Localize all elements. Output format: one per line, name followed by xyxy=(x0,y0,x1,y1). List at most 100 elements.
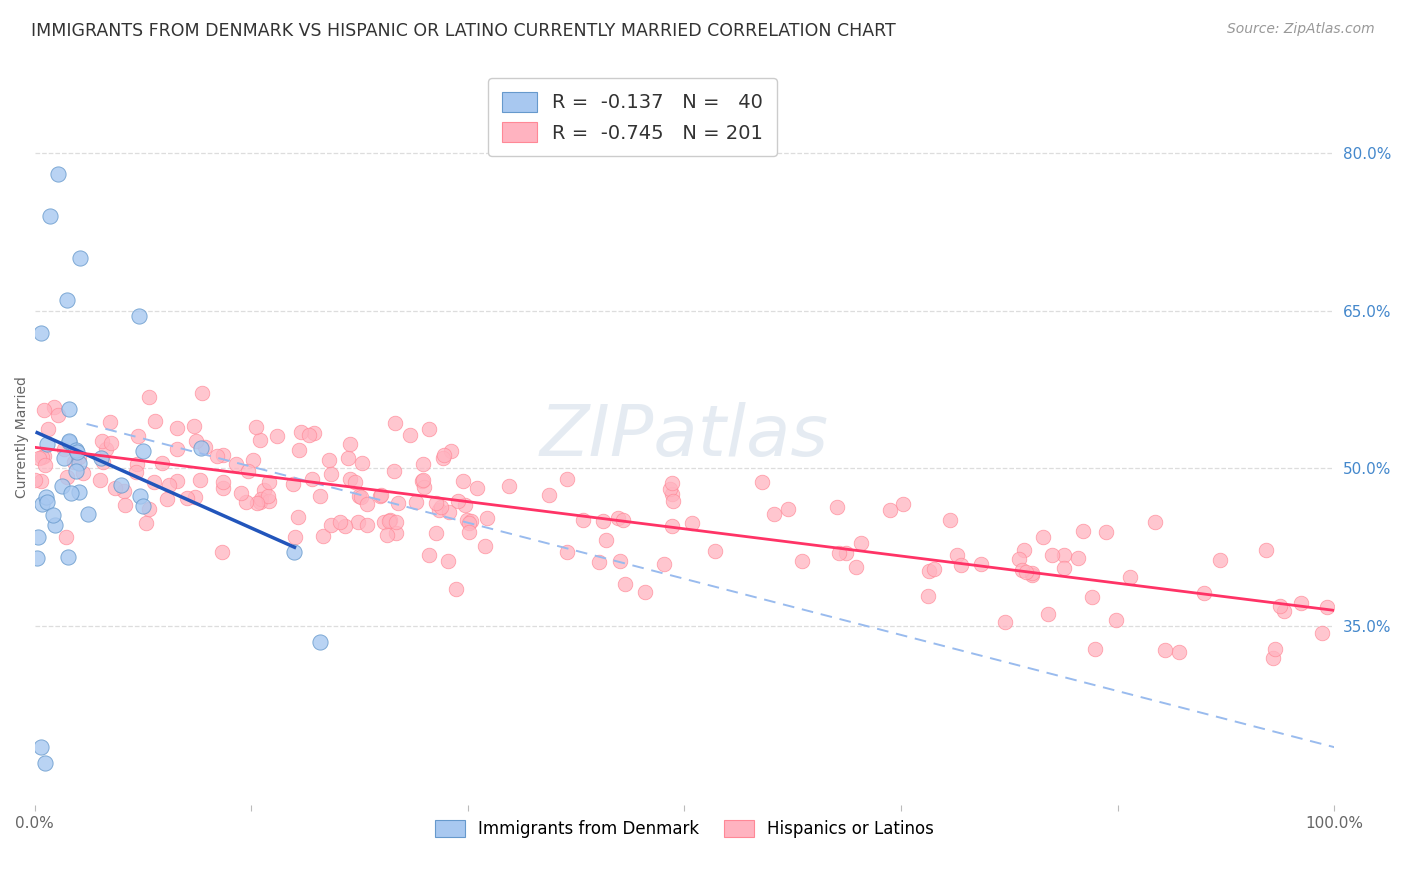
Point xyxy=(193,440,215,454)
Point xyxy=(592,514,614,528)
Point xyxy=(62,455,84,469)
Point xyxy=(66,444,89,458)
Point xyxy=(58,435,80,450)
Point xyxy=(176,491,198,505)
Point xyxy=(205,449,228,463)
Point xyxy=(25,550,48,565)
Point xyxy=(34,756,56,770)
Point xyxy=(65,464,87,478)
Point xyxy=(634,585,657,599)
Point xyxy=(1272,604,1295,618)
Point xyxy=(30,740,52,755)
Point xyxy=(572,513,595,527)
Point xyxy=(430,500,453,514)
Point xyxy=(37,495,59,509)
Point xyxy=(437,505,460,519)
Point xyxy=(114,498,136,512)
Point xyxy=(89,473,111,487)
Point xyxy=(32,403,55,417)
Point xyxy=(356,497,378,511)
Point xyxy=(135,516,157,531)
Point xyxy=(28,450,51,465)
Point xyxy=(384,416,406,430)
Point xyxy=(918,565,941,579)
Point xyxy=(1067,550,1090,565)
Point xyxy=(229,485,252,500)
Point xyxy=(917,590,939,604)
Point xyxy=(879,503,901,517)
Point xyxy=(778,501,800,516)
Point xyxy=(104,481,127,495)
Point xyxy=(225,457,247,471)
Point xyxy=(98,415,121,429)
Point xyxy=(249,494,271,508)
Point xyxy=(1073,524,1095,538)
Point xyxy=(661,487,683,501)
Point xyxy=(39,209,62,223)
Point xyxy=(65,442,87,457)
Point xyxy=(212,448,235,462)
Point xyxy=(52,442,75,456)
Point xyxy=(112,484,135,499)
Point xyxy=(67,450,90,465)
Point xyxy=(143,414,166,428)
Point xyxy=(661,519,683,533)
Point xyxy=(654,557,676,571)
Point xyxy=(257,475,280,489)
Point xyxy=(31,497,53,511)
Point xyxy=(1254,542,1277,557)
Point xyxy=(612,513,634,527)
Point xyxy=(184,490,207,504)
Point xyxy=(763,508,786,522)
Point xyxy=(370,488,392,502)
Point xyxy=(792,554,814,568)
Point xyxy=(425,526,447,541)
Point xyxy=(212,481,235,495)
Point xyxy=(458,524,481,539)
Point xyxy=(555,544,578,558)
Point xyxy=(46,409,69,423)
Point xyxy=(253,483,276,497)
Point xyxy=(444,582,467,597)
Point xyxy=(287,509,309,524)
Text: Source: ZipAtlas.com: Source: ZipAtlas.com xyxy=(1227,22,1375,37)
Point xyxy=(329,515,352,529)
Point xyxy=(447,494,470,508)
Point xyxy=(42,508,65,523)
Point xyxy=(125,465,148,479)
Point xyxy=(835,546,858,560)
Point xyxy=(451,474,474,488)
Point xyxy=(418,549,440,563)
Point xyxy=(72,466,94,480)
Point xyxy=(58,434,80,448)
Point xyxy=(418,422,440,436)
Point xyxy=(380,513,402,527)
Point xyxy=(284,529,307,543)
Point xyxy=(825,500,848,515)
Point xyxy=(350,490,373,504)
Point xyxy=(704,544,727,558)
Point xyxy=(24,473,46,487)
Point xyxy=(1263,650,1285,665)
Point xyxy=(298,427,321,442)
Point xyxy=(212,475,235,489)
Point xyxy=(31,450,53,465)
Point xyxy=(337,451,360,466)
Point xyxy=(211,545,233,559)
Point xyxy=(1194,586,1216,600)
Point xyxy=(183,419,205,434)
Point xyxy=(1021,567,1043,582)
Point xyxy=(312,529,335,543)
Point xyxy=(166,421,188,435)
Point xyxy=(77,507,100,521)
Point xyxy=(129,489,152,503)
Point xyxy=(661,494,683,508)
Point xyxy=(110,477,132,491)
Point xyxy=(1021,566,1043,581)
Point xyxy=(35,437,58,451)
Point xyxy=(437,553,460,567)
Point xyxy=(155,492,177,507)
Point xyxy=(1105,614,1128,628)
Point xyxy=(1143,515,1166,529)
Point xyxy=(425,496,447,510)
